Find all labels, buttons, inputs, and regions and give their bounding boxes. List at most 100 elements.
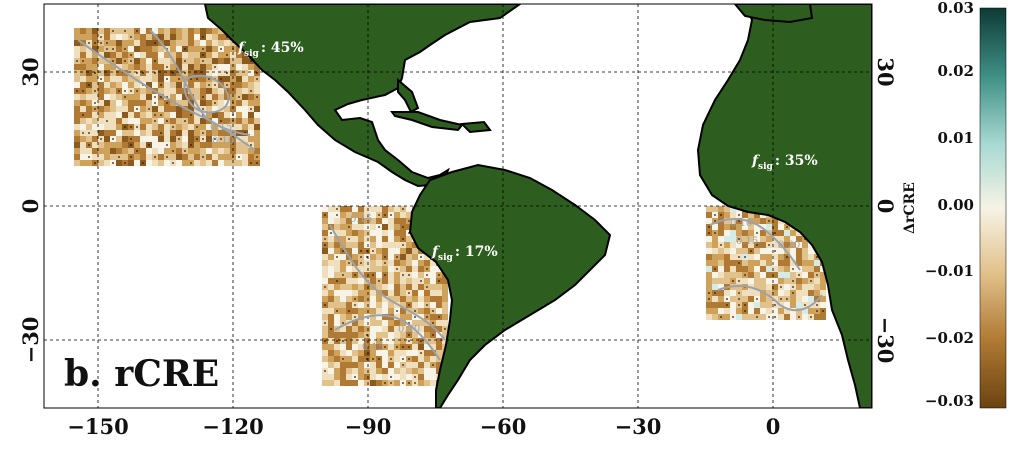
patch-cell <box>388 248 394 254</box>
patch-cell <box>394 230 400 236</box>
significance-dot <box>432 364 434 366</box>
patch-cell <box>742 260 748 266</box>
patch-cell <box>442 296 448 302</box>
significance-dot <box>750 250 752 252</box>
patch-cell <box>328 296 334 302</box>
patch-cell <box>334 302 340 308</box>
patch-cell <box>158 76 164 82</box>
patch-cell <box>394 320 400 326</box>
patch-cell <box>778 290 784 296</box>
significance-dot <box>166 144 168 146</box>
patch-cell <box>236 76 242 82</box>
patch-cell <box>206 58 212 64</box>
patch-cell <box>110 154 116 160</box>
patch-cell <box>152 82 158 88</box>
patch-cell <box>98 70 104 76</box>
patch-cell <box>212 124 218 130</box>
patch-cell <box>164 70 170 76</box>
patch-cell <box>152 52 158 58</box>
patch-cell <box>718 284 724 290</box>
patch-cell <box>116 118 122 124</box>
significance-dot <box>220 120 222 122</box>
patch-cell <box>176 112 182 118</box>
patch-cell <box>242 52 248 58</box>
patch-cell <box>406 368 412 374</box>
patch-cell <box>370 242 376 248</box>
patch-cell <box>754 224 760 230</box>
patch-cell <box>778 236 784 242</box>
patch-cell <box>394 326 400 332</box>
patch-cell <box>322 260 328 266</box>
patch-cell <box>358 332 364 338</box>
patch-cell <box>122 76 128 82</box>
patch-cell <box>730 212 736 218</box>
patch-cell <box>766 272 772 278</box>
patch-cell <box>146 40 152 46</box>
significance-dot <box>774 250 776 252</box>
patch-cell <box>802 314 808 320</box>
patch-cell <box>388 296 394 302</box>
patch-cell <box>406 206 412 212</box>
patch-cell <box>718 278 724 284</box>
patch-cell <box>134 82 140 88</box>
significance-dot <box>324 322 326 324</box>
patch-cell <box>146 100 152 106</box>
patch-cell <box>140 28 146 34</box>
significance-dot <box>786 298 788 300</box>
patch-cell <box>388 332 394 338</box>
patch-cell <box>412 248 418 254</box>
patch-cell <box>382 308 388 314</box>
patch-cell <box>364 230 370 236</box>
patch-cell <box>352 326 358 332</box>
patch-cell <box>430 326 436 332</box>
patch-cell <box>724 242 730 248</box>
patch-cell <box>712 284 718 290</box>
patch-cell <box>170 154 176 160</box>
patch-cell <box>376 266 382 272</box>
patch-cell <box>358 344 364 350</box>
significance-dot <box>708 232 710 234</box>
patch-cell <box>164 112 170 118</box>
patch-cell <box>358 230 364 236</box>
patch-cell <box>140 154 146 160</box>
patch-cell <box>352 206 358 212</box>
patch-cell <box>358 314 364 320</box>
patch-cell <box>400 350 406 356</box>
patch-cell <box>98 112 104 118</box>
significance-dot <box>202 48 204 50</box>
patch-cell <box>364 218 370 224</box>
patch-cell <box>442 290 448 296</box>
significance-dot <box>88 132 90 134</box>
patch-cell <box>382 338 388 344</box>
patch-cell <box>340 260 346 266</box>
patch-cell <box>754 218 760 224</box>
patch-cell <box>784 236 790 242</box>
patch-cell <box>74 118 80 124</box>
patch-cell <box>382 302 388 308</box>
patch-cell <box>376 368 382 374</box>
patch-cell <box>718 290 724 296</box>
patch-cell <box>340 332 346 338</box>
patch-cell <box>110 118 116 124</box>
patch-cell <box>442 332 448 338</box>
significance-dot <box>408 346 410 348</box>
patch-cell <box>370 338 376 344</box>
patch-cell <box>754 260 760 266</box>
patch-cell <box>140 52 146 58</box>
patch-cell <box>760 242 766 248</box>
significance-dot <box>372 250 374 252</box>
significance-dot <box>184 120 186 122</box>
colorbar <box>979 7 1007 409</box>
patch-cell <box>122 112 128 118</box>
patch-cell <box>176 154 182 160</box>
significance-dot <box>756 232 758 234</box>
patch-cell <box>224 154 230 160</box>
fsig-seatl: fsig: 35% <box>751 153 818 172</box>
patch-cell <box>170 136 176 142</box>
patch-cell <box>224 58 230 64</box>
patch-cell <box>796 254 802 260</box>
patch-cell <box>748 308 754 314</box>
patch-cell <box>712 278 718 284</box>
patch-cell <box>394 350 400 356</box>
patch-cell <box>340 242 346 248</box>
